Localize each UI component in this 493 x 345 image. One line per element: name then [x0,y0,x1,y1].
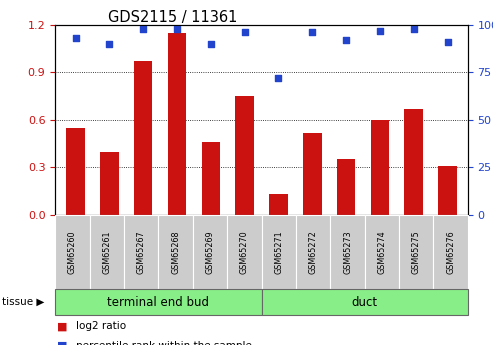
Point [173,26,181,31]
Text: GSM65260: GSM65260 [68,230,77,274]
Point [376,28,384,33]
Text: GSM65273: GSM65273 [343,230,352,274]
Bar [202,142,220,215]
Point [207,41,215,47]
Bar [438,166,457,215]
Bar [100,151,119,215]
Point [444,39,452,45]
Point [308,30,316,35]
Text: GSM65276: GSM65276 [446,230,455,274]
Bar [134,61,152,215]
Point [106,41,113,47]
Bar [303,132,321,215]
Text: tissue ▶: tissue ▶ [2,297,45,307]
Text: percentile rank within the sample: percentile rank within the sample [76,341,252,345]
Point [275,75,282,81]
Text: ■: ■ [57,341,67,345]
Text: GSM65269: GSM65269 [206,230,214,274]
Text: GSM65272: GSM65272 [309,230,317,274]
Point [241,30,248,35]
Text: GSM65274: GSM65274 [377,230,387,274]
Text: GSM65275: GSM65275 [412,230,421,274]
Text: GDS2115 / 11361: GDS2115 / 11361 [108,10,238,25]
Text: ■: ■ [57,321,67,331]
Point [139,26,147,31]
Text: GSM65271: GSM65271 [274,230,283,274]
Text: GSM65270: GSM65270 [240,230,249,274]
Text: GSM65267: GSM65267 [137,230,146,274]
Point [342,37,350,43]
Bar [235,96,254,215]
Bar [168,33,186,215]
Bar [404,109,423,215]
Point [410,26,418,31]
Bar [66,128,85,215]
Text: terminal end bud: terminal end bud [107,296,210,308]
Bar [337,159,355,215]
Text: GSM65261: GSM65261 [102,230,111,274]
Text: GSM65268: GSM65268 [171,230,180,274]
Text: log2 ratio: log2 ratio [76,321,127,331]
Point [71,36,79,41]
Text: duct: duct [352,296,378,308]
Bar [371,120,389,215]
Bar [269,194,288,215]
